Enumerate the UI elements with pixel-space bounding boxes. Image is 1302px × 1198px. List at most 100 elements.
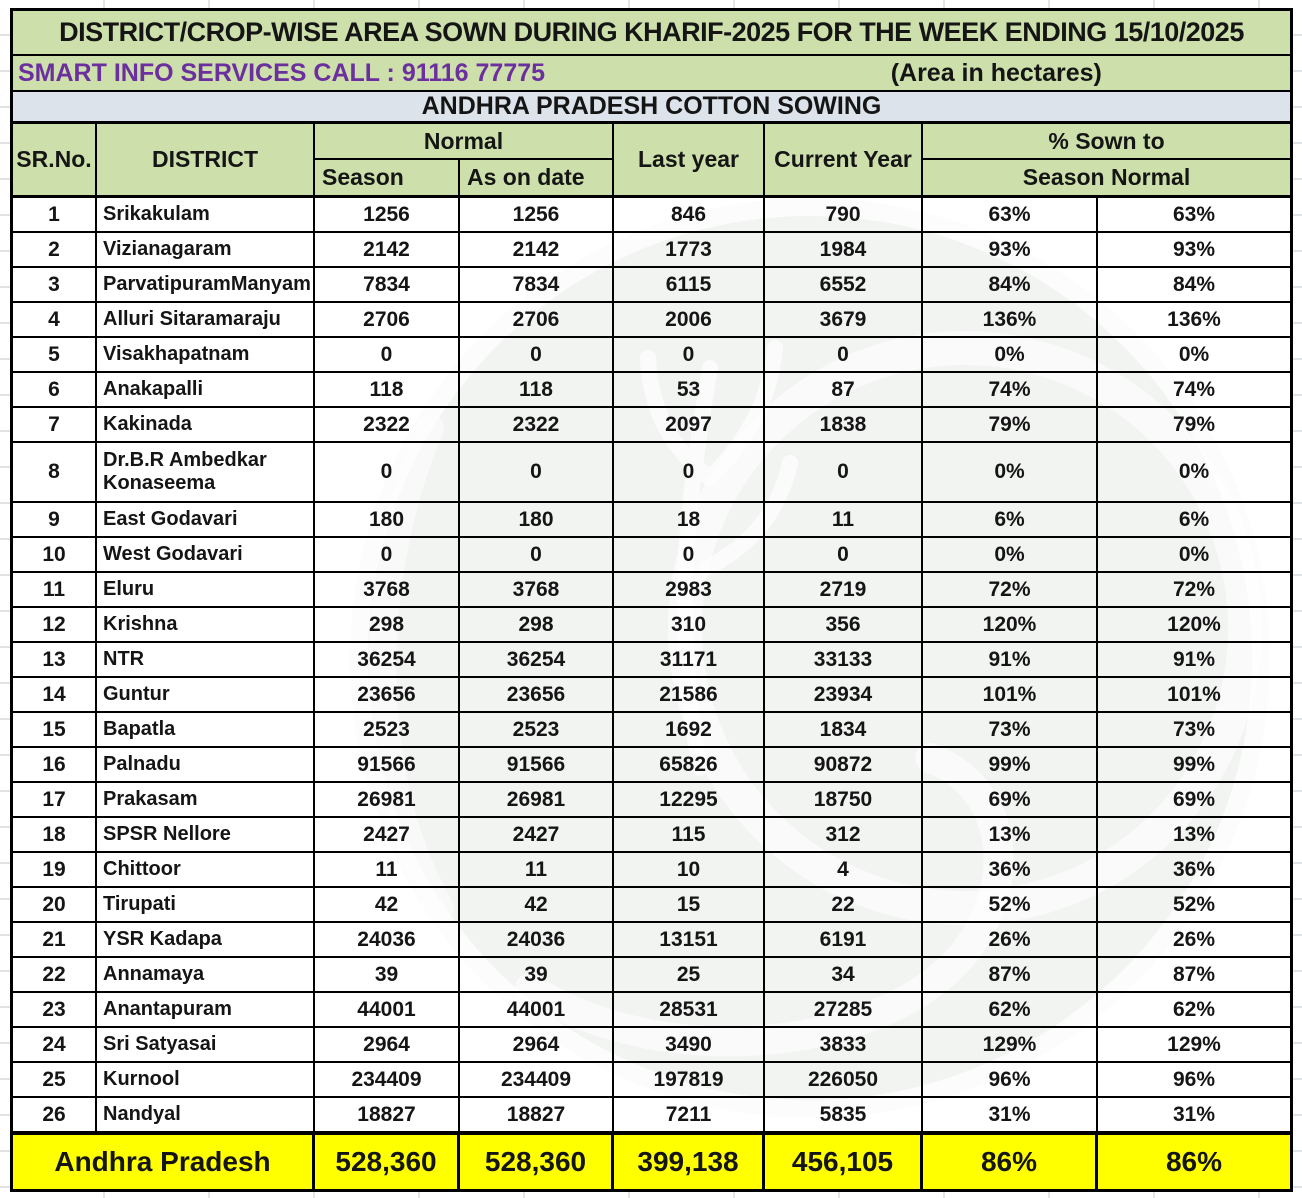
cell-current-year: 6191	[765, 923, 923, 956]
col-header-as-on-date: As on date	[467, 164, 585, 190]
cell-sr-no: 1	[13, 198, 97, 231]
cell-normal-as-on-date: 2142	[460, 233, 614, 266]
cell-sr-no: 25	[13, 1063, 97, 1096]
cell-pct-sown-2: 91%	[1172, 647, 1216, 671]
cell-normal-as-on-date: 91566	[460, 748, 614, 781]
cell-current-year: 6552	[765, 268, 923, 301]
cell-last-year: 2006	[614, 303, 765, 336]
cell-pct-sown-2: 0%	[1178, 460, 1210, 483]
table-body: 1 Srikakulam 1256 1256 846 790 63% 63% 2…	[13, 198, 1290, 1133]
cell-normal-as-on-date: 3768	[460, 573, 614, 606]
total-normal-season: 528,360	[315, 1135, 460, 1189]
cell-pct-sown-1: 73%	[923, 713, 1098, 746]
cell-last-year: 7211	[614, 1098, 765, 1131]
cell-normal-as-on-date: 0	[460, 338, 614, 371]
cell-normal-season: 11	[315, 853, 460, 886]
cell-sr-no: 8	[13, 443, 97, 501]
cell-district: Palnadu	[97, 748, 315, 781]
report-title: DISTRICT/CROP-WISE AREA SOWN DURING KHAR…	[59, 17, 1244, 47]
cell-normal-as-on-date: 2964	[460, 1028, 614, 1061]
cell-normal-season: 2706	[315, 303, 460, 336]
cell-pct-sown-1: 84%	[923, 268, 1098, 301]
col-header-district: DISTRICT	[97, 124, 315, 195]
table-row: 11 Eluru 3768 3768 2983 2719 72% 72%	[13, 573, 1290, 608]
cell-pct-sown-2: 74%	[1172, 377, 1216, 401]
table-row: 14 Guntur 23656 23656 21586 23934 101% 1…	[13, 678, 1290, 713]
cell-normal-season: 2427	[315, 818, 460, 851]
col-header-season: Season	[315, 160, 460, 195]
table-row: 19 Chittoor 11 11 10 4 36% 36%	[13, 853, 1290, 888]
cell-sr-no: 9	[13, 503, 97, 536]
cell-last-year: 2097	[614, 408, 765, 441]
total-normal-as-on-date: 528,360	[460, 1135, 614, 1189]
table-row: 24 Sri Satyasai 2964 2964 3490 3833 129%…	[13, 1028, 1290, 1063]
cell-normal-as-on-date: 36254	[460, 643, 614, 676]
cell-normal-as-on-date: 44001	[460, 993, 614, 1026]
cell-pct-sown-2: 84%	[1172, 272, 1216, 296]
cell-district: NTR	[97, 643, 315, 676]
cell-sr-no: 12	[13, 608, 97, 641]
cell-last-year: 115	[614, 818, 765, 851]
cell-district: Annamaya	[97, 958, 315, 991]
cell-pct-sown-1: 13%	[923, 818, 1098, 851]
cell-pct-sown-1: 129%	[923, 1028, 1098, 1061]
cell-last-year: 15	[614, 888, 765, 921]
cell-pct-sown-1: 136%	[923, 303, 1098, 336]
cell-pct-sown-1: 0%	[923, 443, 1098, 501]
cell-current-year: 3833	[765, 1028, 923, 1061]
cell-normal-season: 180	[315, 503, 460, 536]
table-row: 8 Dr.B.R Ambedkar Konaseema 0 0 0 0 0% 0…	[13, 443, 1290, 503]
cell-normal-season: 298	[315, 608, 460, 641]
cell-district: Guntur	[97, 678, 315, 711]
cell-current-year: 0	[765, 338, 923, 371]
total-current-year: 456,105	[765, 1135, 923, 1189]
banner-row: ANDHRA PRADESH COTTON SOWING	[13, 92, 1290, 124]
cell-normal-season: 91566	[315, 748, 460, 781]
cell-current-year: 0	[765, 443, 923, 501]
cell-current-year: 312	[765, 818, 923, 851]
cell-sr-no: 24	[13, 1028, 97, 1061]
cell-pct-sown-1: 52%	[923, 888, 1098, 921]
cell-sr-no: 19	[13, 853, 97, 886]
cell-pct-sown-1: 62%	[923, 993, 1098, 1026]
cell-normal-season: 234409	[315, 1063, 460, 1096]
cell-pct-sown-1: 6%	[923, 503, 1098, 536]
table-row: 22 Annamaya 39 39 25 34 87% 87%	[13, 958, 1290, 993]
cell-normal-season: 26981	[315, 783, 460, 816]
cell-current-year: 5835	[765, 1098, 923, 1131]
cell-current-year: 11	[765, 503, 923, 536]
cell-district: Krishna	[97, 608, 315, 641]
col-header-last-year: Last year	[614, 124, 765, 195]
cell-last-year: 1773	[614, 233, 765, 266]
col-group-normal: Normal Season As on date	[315, 124, 614, 195]
cell-district: Vizianagaram	[97, 233, 315, 266]
banner-title: ANDHRA PRADESH COTTON SOWING	[421, 92, 882, 120]
cell-district: Anakapalli	[97, 373, 315, 406]
cell-district: East Godavari	[97, 503, 315, 536]
table-row: 25 Kurnool 234409 234409 197819 226050 9…	[13, 1063, 1290, 1098]
table-row: 23 Anantapuram 44001 44001 28531 27285 6…	[13, 993, 1290, 1028]
cell-pct-sown-1: 79%	[923, 408, 1098, 441]
cell-normal-season: 7834	[315, 268, 460, 301]
cell-pct-sown-2: 79%	[1172, 412, 1216, 436]
cell-district: Sri Satyasai	[97, 1028, 315, 1061]
cell-sr-no: 18	[13, 818, 97, 851]
cell-sr-no: 23	[13, 993, 97, 1026]
cell-pct-sown-2: 0%	[1178, 342, 1210, 366]
table-row: 15 Bapatla 2523 2523 1692 1834 73% 73%	[13, 713, 1290, 748]
cell-pct-sown-1: 87%	[923, 958, 1098, 991]
table-row: 6 Anakapalli 118 118 53 87 74% 74%	[13, 373, 1290, 408]
table-row: 13 NTR 36254 36254 31171 33133 91% 91%	[13, 643, 1290, 678]
cell-sr-no: 26	[13, 1098, 97, 1131]
cell-pct-sown-2: 0%	[1178, 542, 1210, 566]
table-row: 7 Kakinada 2322 2322 2097 1838 79% 79%	[13, 408, 1290, 443]
cell-pct-sown-1: 96%	[923, 1063, 1098, 1096]
cell-district: Bapatla	[97, 713, 315, 746]
cell-normal-as-on-date: 234409	[460, 1063, 614, 1096]
cell-sr-no: 13	[13, 643, 97, 676]
cell-normal-season: 23656	[315, 678, 460, 711]
cell-pct-sown-1: 0%	[923, 338, 1098, 371]
service-contact-text: SMART INFO SERVICES CALL : 91116 77775	[18, 58, 546, 87]
cell-pct-sown-2: 52%	[1172, 892, 1216, 916]
cell-district: Chittoor	[97, 853, 315, 886]
